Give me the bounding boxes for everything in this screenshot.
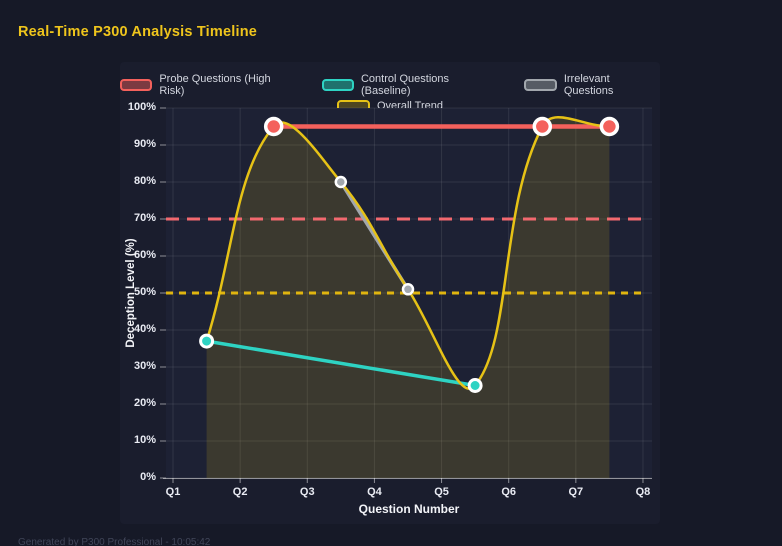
x-tick-label: Q5 — [434, 486, 449, 498]
control-data-point[interactable] — [467, 378, 483, 393]
page-title: Real-Time P300 Analysis Timeline — [18, 24, 258, 40]
irrelevant-data-point[interactable] — [334, 175, 348, 189]
x-tick-label: Q8 — [635, 486, 651, 498]
y-tick-label: 50% — [133, 286, 156, 298]
irrelevant-data-point[interactable] — [401, 283, 415, 296]
y-tick-label: 0% — [140, 471, 156, 483]
probe-swatch-icon — [120, 79, 153, 91]
x-axis-title: Question Number — [358, 502, 460, 516]
x-tick-label: Q2 — [232, 486, 248, 498]
y-tick-label: 10% — [133, 434, 156, 446]
y-tick-label: 60% — [133, 249, 156, 261]
probe-data-point[interactable] — [263, 116, 284, 137]
trend-area-fill — [206, 117, 610, 478]
legend-label-control: Control Questions (Baseline) — [360, 73, 450, 97]
legend-row-1: Probe Questions (High Risk) Control Ques… — [120, 73, 660, 97]
probe-data-point[interactable] — [532, 116, 553, 137]
y-tick-label: 70% — [133, 212, 156, 224]
x-tick-label: Q3 — [299, 486, 315, 498]
x-tick-label: Q4 — [367, 486, 382, 498]
legend-item-control[interactable]: Control Questions (Baseline) — [321, 73, 499, 97]
y-tick-label: 30% — [133, 360, 156, 372]
y-tick-label: 100% — [127, 101, 156, 113]
x-tick-label: Q6 — [501, 486, 517, 498]
chart-panel: Probe Questions (High Risk) Control Ques… — [120, 62, 660, 524]
legend-item-irrelevant[interactable]: Irrelevant Questions — [524, 73, 660, 97]
x-tick-label: Q7 — [568, 486, 584, 498]
probe-data-point[interactable] — [599, 116, 620, 137]
y-tick-label: 40% — [133, 323, 156, 335]
legend-item-probe[interactable]: Probe Questions (High Risk) — [120, 73, 296, 97]
y-axis-title: Deception Level (%) — [125, 238, 137, 348]
control-line — [204, 339, 477, 388]
irrelevant-swatch-icon — [524, 79, 557, 91]
footer-note: Generated by P300 Professional - 10:05:4… — [18, 537, 211, 546]
legend-label-irrelevant: Irrelevant Questions — [563, 73, 614, 97]
x-tick-label: Q1 — [165, 486, 181, 498]
plot-area: 0% 10% 20% 30% 40% 50% 60% 70% 80% 90% 100% Q1 Q2 Q3… — [125, 101, 652, 516]
y-tick-label: 80% — [133, 175, 156, 187]
control-swatch-icon — [321, 79, 354, 91]
plot-svg — [160, 107, 652, 483]
legend-label-probe: Probe Questions (High Risk) — [159, 73, 271, 97]
chart-legend: Probe Questions (High Risk) Control Ques… — [120, 73, 660, 112]
y-tick-label: 90% — [133, 138, 156, 150]
control-data-point[interactable] — [199, 333, 215, 349]
y-tick-label: 20% — [133, 397, 156, 409]
